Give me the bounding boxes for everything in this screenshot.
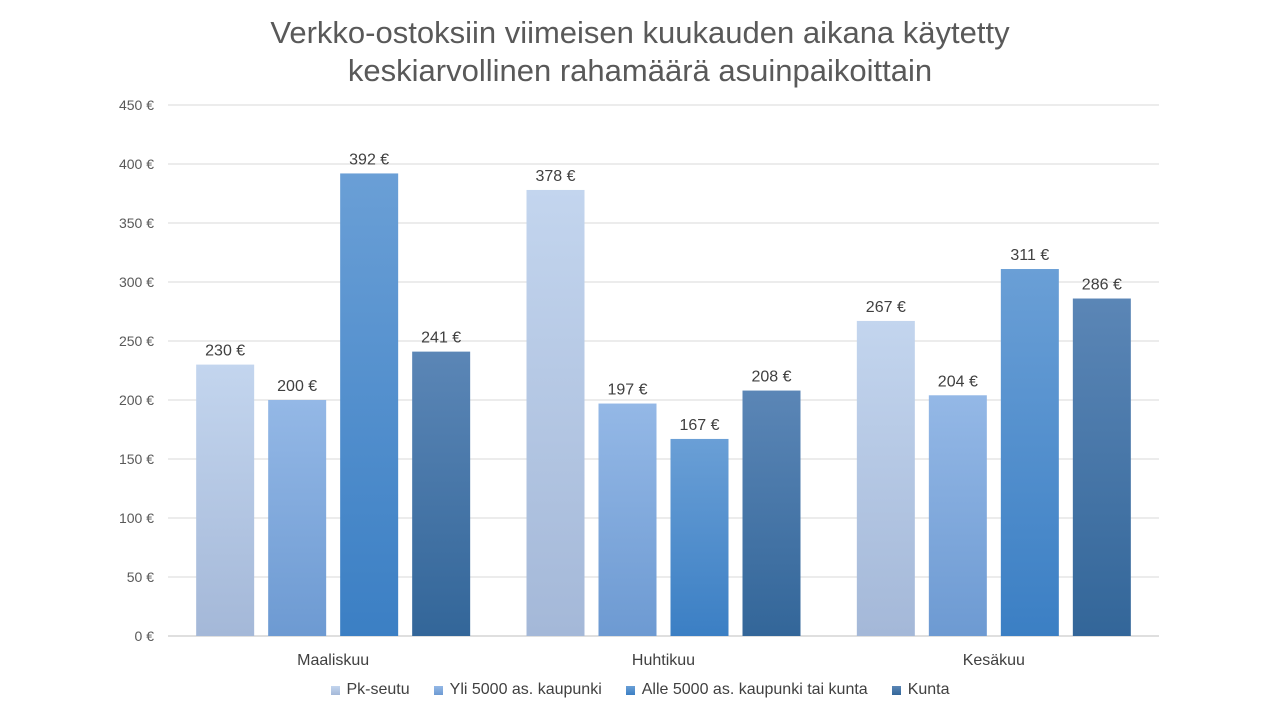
bar-3-0 — [412, 351, 471, 636]
legend-label: Pk-seutu — [346, 681, 410, 698]
legend: Pk-seutu Yli 5000 as. kaupunki Alle 5000 a… — [0, 681, 1280, 699]
bar-2-1 — [670, 438, 729, 636]
bar-0-1 — [526, 189, 585, 636]
data-label: 200 € — [277, 378, 317, 395]
y-tick-label: 50 € — [127, 569, 154, 585]
x-category-label: Kesäkuu — [963, 652, 1025, 669]
y-tick-label: 450 € — [119, 97, 154, 113]
data-label: 392 € — [349, 151, 389, 168]
bars — [196, 173, 1131, 636]
data-labels: 230 € 200 € 392 € 241 € 378 € 197 € 167 € 208 €… — [205, 151, 1122, 434]
legend-item: Alle 5000 as. kaupunki tai kunta — [625, 681, 868, 699]
chart-title-line-2: keskiarvollinen rahamäärä asuinpaikoitta… — [347, 53, 933, 88]
data-label: 197 € — [607, 382, 647, 399]
bar-1-0 — [268, 400, 327, 636]
legend-swatch — [625, 685, 635, 695]
legend-swatch — [891, 685, 901, 695]
data-label: 208 € — [751, 369, 791, 386]
y-tick-label: 0 € — [135, 628, 155, 644]
legend-swatch — [433, 685, 443, 695]
bar-1-1 — [598, 403, 657, 636]
legend-label: Yli 5000 as. kaupunki — [449, 681, 602, 698]
legend-label: Alle 5000 as. kaupunki tai kunta — [641, 681, 868, 698]
chart-title-line-1: Verkko-ostoksiin viimeisen kuukauden aik… — [270, 15, 1010, 50]
legend-label: Kunta — [907, 681, 950, 698]
data-label: 267 € — [866, 299, 906, 316]
bar-0-0 — [196, 364, 255, 636]
bar-1-2 — [928, 395, 987, 636]
data-label: 311 € — [1010, 247, 1049, 264]
data-label: 286 € — [1082, 277, 1122, 294]
y-axis-ticks: 0 € 50 € 100 € 150 € 200 € 250 € 300 € 350 € 400… — [119, 97, 154, 644]
bar-2-2 — [1000, 269, 1059, 636]
y-tick-label: 100 € — [119, 510, 154, 526]
legend-item: Kunta — [891, 681, 950, 699]
bar-0-2 — [856, 320, 915, 636]
y-tick-label: 250 € — [119, 333, 154, 349]
bar-2-0 — [340, 173, 399, 636]
y-tick-label: 350 € — [119, 215, 154, 231]
legend-swatch — [330, 685, 340, 695]
x-axis-categories: Maaliskuu Huhtikuu Kesäkuu — [297, 652, 1025, 669]
bar-3-2 — [1072, 298, 1131, 636]
y-tick-label: 300 € — [119, 274, 154, 290]
x-category-label: Huhtikuu — [632, 652, 695, 669]
data-label: 204 € — [938, 373, 978, 390]
data-label: 167 € — [679, 417, 719, 434]
chart-title: Verkko-ostoksiin viimeisen kuukauden aik… — [0, 14, 1280, 90]
gridlines — [168, 104, 1159, 637]
y-tick-label: 150 € — [119, 451, 154, 467]
y-tick-label: 400 € — [119, 156, 154, 172]
bar-3-1 — [742, 390, 801, 636]
data-label: 241 € — [421, 330, 461, 347]
legend-item: Yli 5000 as. kaupunki — [433, 681, 602, 699]
legend-item: Pk-seutu — [330, 681, 410, 699]
x-category-label: Maaliskuu — [297, 652, 369, 669]
y-tick-label: 200 € — [119, 392, 154, 408]
data-label: 378 € — [535, 168, 575, 185]
data-label: 230 € — [205, 343, 245, 360]
